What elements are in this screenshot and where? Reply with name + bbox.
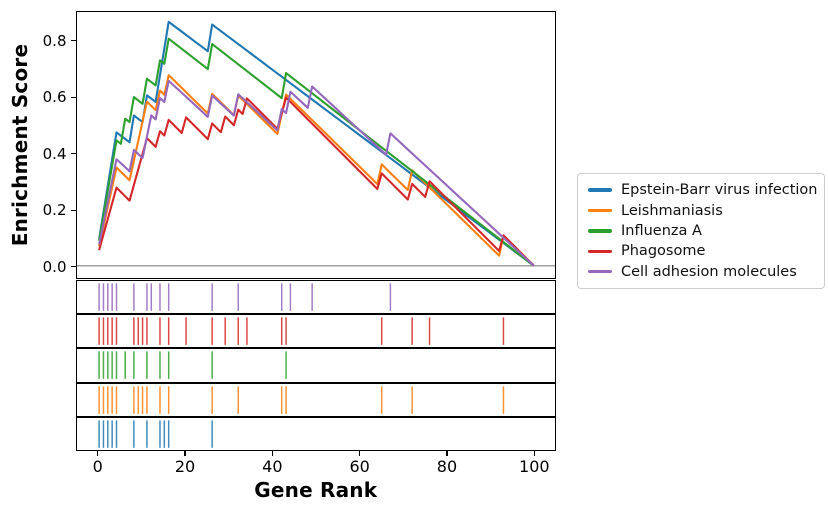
legend: Epstein-Barr virus infection Leishmaniasi… <box>577 173 825 289</box>
hit-ticks-svg <box>97 351 287 380</box>
legend-item-leishmaniasis: Leishmaniasis <box>588 203 814 219</box>
x-tick-mark <box>97 451 99 456</box>
hit-ticks-svg <box>97 385 504 414</box>
y-tick-label: 0.6 <box>42 88 67 107</box>
legend-item-cell-adhesion-molecules: Cell adhesion molecules <box>588 264 814 280</box>
legend-line-swatch <box>588 249 612 254</box>
hit-panel-epstein-barr-virus-infection <box>76 415 555 450</box>
y-tick-mark <box>70 96 76 98</box>
x-tick-mark <box>184 451 186 456</box>
x-tick-label: 80 <box>436 457 458 476</box>
x-tick-mark <box>359 451 361 456</box>
hit-ticks-svg <box>97 420 213 448</box>
legend-label: Cell adhesion molecules <box>621 263 797 280</box>
y-tick-mark <box>70 209 76 211</box>
x-tick-label: 40 <box>262 457 283 476</box>
legend-line-swatch <box>588 188 612 192</box>
legend-line-swatch <box>588 229 612 233</box>
legend-label: Epstein-Barr virus infection <box>621 182 818 199</box>
y-tick-label: 0.4 <box>42 144 67 163</box>
hit-ticks-svg <box>97 283 391 311</box>
hit-tick-panels <box>75 280 556 451</box>
x-axis-label: Gene Rank <box>254 478 378 502</box>
legend-item-influenza-a: Influenza A <box>588 223 814 239</box>
y-tick-label: 0.0 <box>42 257 67 276</box>
hit-ticks-svg <box>97 317 504 346</box>
y-tick-mark <box>70 266 76 268</box>
x-tick-mark <box>446 451 448 456</box>
y-tick-mark <box>70 153 76 155</box>
x-tick-label: 100 <box>519 457 550 476</box>
legend-label: Leishmaniasis <box>621 202 723 219</box>
x-tick-label: 60 <box>349 457 370 476</box>
enrichment-curve-cell-adhesion-molecules <box>97 79 535 267</box>
legend-line-swatch <box>588 270 612 274</box>
legend-item-epstein-barr-virus-infection: Epstein-Barr virus infection <box>588 182 818 198</box>
hit-panel-cell-adhesion-molecules <box>77 281 556 313</box>
y-tick-label: 0.8 <box>42 31 67 50</box>
y-tick-label: 0.2 <box>42 201 67 220</box>
enrichment-score-plot <box>75 11 556 279</box>
enrichment-curves-svg <box>76 20 555 267</box>
legend-line-swatch <box>588 208 612 213</box>
x-tick-mark <box>271 451 274 456</box>
y-tick-mark <box>70 40 76 42</box>
hit-panel-leishmaniasis <box>76 381 555 416</box>
x-tick-label: 20 <box>174 457 196 476</box>
hit-panel-phagosome <box>76 313 555 347</box>
legend-item-phagosome: Phagosome <box>588 243 814 259</box>
enrichment-curve-phagosome <box>97 96 535 267</box>
x-tick-label: 0 <box>92 457 103 476</box>
hit-panel-influenza-a <box>76 347 555 381</box>
legend-label: Influenza A <box>621 222 702 239</box>
enrichment-curve-influenza-a <box>97 37 535 267</box>
legend-label: Phagosome <box>621 243 706 260</box>
x-tick-mark <box>533 451 535 456</box>
enrichment-curve-leishmaniasis <box>97 74 535 267</box>
enrichment-curve-epstein-barr-virus-infection <box>97 20 535 267</box>
